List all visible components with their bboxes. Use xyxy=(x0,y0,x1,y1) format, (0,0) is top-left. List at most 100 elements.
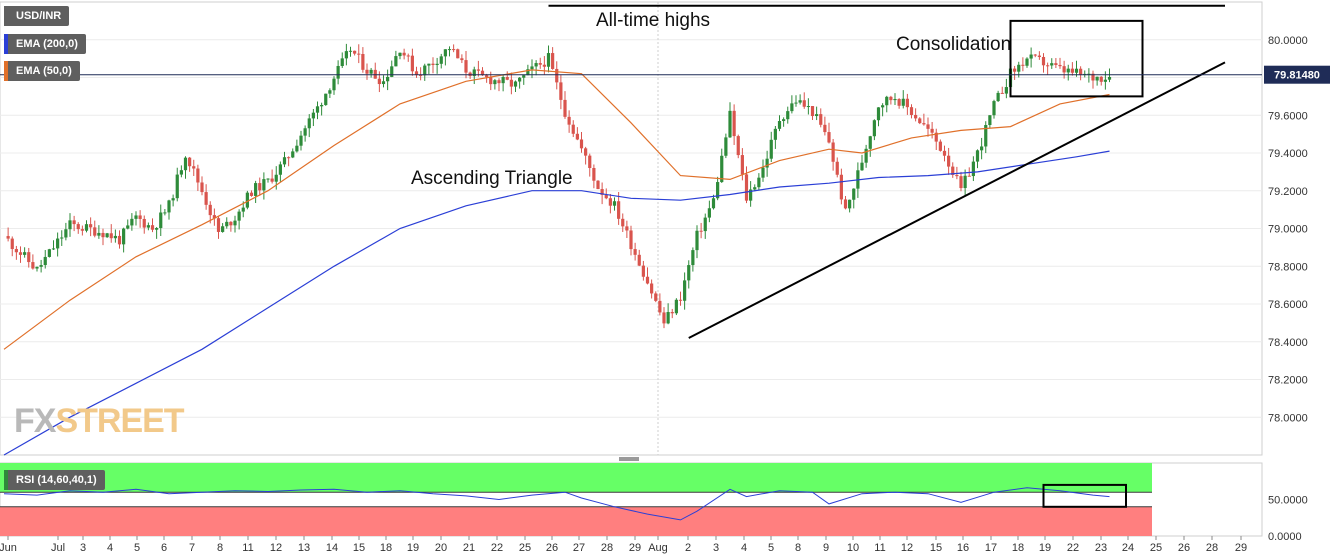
candle-body xyxy=(216,218,221,232)
candle-body xyxy=(245,192,249,208)
candle-body xyxy=(1037,55,1041,57)
candle-body xyxy=(31,262,35,269)
candle-body xyxy=(229,221,233,226)
candle-body xyxy=(142,218,146,228)
price-y-tick-label: 79.4000 xyxy=(1268,148,1308,160)
candle-body xyxy=(427,63,431,66)
candle-body xyxy=(196,168,200,183)
candle-body xyxy=(984,125,988,147)
candle-body xyxy=(815,114,819,117)
x-tick-label: 26 xyxy=(1178,542,1190,554)
x-tick-label: 8 xyxy=(217,542,223,554)
candle-body xyxy=(1000,92,1004,94)
candle-body xyxy=(410,55,414,72)
candle-body xyxy=(608,198,612,206)
candles-group xyxy=(6,43,1112,329)
ema200-line xyxy=(3,150,1110,456)
candle-body xyxy=(291,151,295,158)
x-tick-label: 25 xyxy=(1150,542,1162,554)
x-tick-label: 12 xyxy=(901,542,913,554)
candle-body xyxy=(975,150,980,162)
candle-body xyxy=(282,157,287,165)
candle-body xyxy=(344,51,348,59)
x-tick-label: 5 xyxy=(768,542,774,554)
x-tick-label: 5 xyxy=(134,542,140,554)
symbol-text: USD/INR xyxy=(16,10,62,22)
candle-body xyxy=(14,249,18,253)
candle-body xyxy=(720,155,724,183)
rsi-zone-upper xyxy=(0,463,1152,493)
candle-body xyxy=(1046,65,1050,67)
x-tick-label: 2 xyxy=(685,542,691,554)
x-tick-label: 9 xyxy=(823,542,829,554)
rsi-y-tick-label: 0.0000 xyxy=(1268,531,1302,543)
candle-body xyxy=(1021,64,1025,66)
candle-body xyxy=(493,80,497,85)
candle-body xyxy=(674,299,678,314)
candle-body xyxy=(159,212,163,229)
candle-body xyxy=(522,75,526,78)
x-tick-label: 26 xyxy=(546,542,558,554)
candle-body xyxy=(167,200,171,213)
x-tick-label: 18 xyxy=(380,542,392,554)
candle-body xyxy=(353,50,357,54)
x-tick-label: 16 xyxy=(957,542,969,554)
rsi-y-tick-label: 50.0000 xyxy=(1268,495,1308,507)
candle-body xyxy=(274,174,278,182)
candle-body xyxy=(179,170,183,175)
candle-body xyxy=(452,49,456,51)
candle-body xyxy=(753,187,757,190)
price-y-tick-label: 78.6000 xyxy=(1268,299,1308,311)
candle-body xyxy=(650,283,654,294)
ema50-swatch xyxy=(4,61,8,81)
candle-body xyxy=(460,58,464,61)
candle-body xyxy=(951,166,955,175)
candle-body xyxy=(183,157,188,171)
candle-body xyxy=(641,265,645,277)
candle-body xyxy=(695,230,699,251)
candle-body xyxy=(332,78,336,91)
candle-body xyxy=(324,93,328,106)
x-tick-label: 7 xyxy=(189,542,195,554)
candle-body xyxy=(588,155,592,169)
candle-body xyxy=(419,75,423,77)
candle-body xyxy=(955,174,959,177)
x-tick-label: 21 xyxy=(463,542,475,554)
candle-body xyxy=(212,215,216,219)
candle-body xyxy=(155,228,159,230)
candle-body xyxy=(406,55,410,57)
candle-body xyxy=(64,229,68,238)
candle-body xyxy=(839,174,843,200)
candle-body xyxy=(237,211,241,221)
symbol-label[interactable]: USD/INR xyxy=(4,6,70,26)
candle-body xyxy=(1054,63,1058,65)
candle-body xyxy=(604,194,608,199)
candle-body xyxy=(431,63,435,65)
candle-body xyxy=(101,232,105,238)
ema50-label[interactable]: EMA (50,0) xyxy=(4,61,80,81)
candle-body xyxy=(1058,64,1062,67)
candle-body xyxy=(794,102,798,104)
candle-body xyxy=(509,79,513,87)
x-tick-label: 22 xyxy=(1067,542,1079,554)
x-tick-label: 19 xyxy=(1039,542,1051,554)
candle-body xyxy=(39,265,43,267)
ema200-label[interactable]: EMA (200,0) xyxy=(4,34,86,54)
candle-body xyxy=(996,92,1000,102)
candle-body xyxy=(889,96,893,101)
candle-body xyxy=(23,252,27,255)
x-tick-label: 17 xyxy=(985,542,997,554)
candle-body xyxy=(942,150,947,156)
candle-body xyxy=(971,161,975,177)
rsi-label[interactable]: RSI (14,60,40,1) xyxy=(4,470,105,490)
candle-body xyxy=(736,136,740,156)
candle-body xyxy=(534,63,538,67)
candle-body xyxy=(769,139,773,159)
candle-body xyxy=(992,101,996,116)
candle-body xyxy=(546,53,551,67)
candle-body xyxy=(571,124,575,134)
candle-body xyxy=(105,233,109,238)
candle-body xyxy=(476,69,480,71)
